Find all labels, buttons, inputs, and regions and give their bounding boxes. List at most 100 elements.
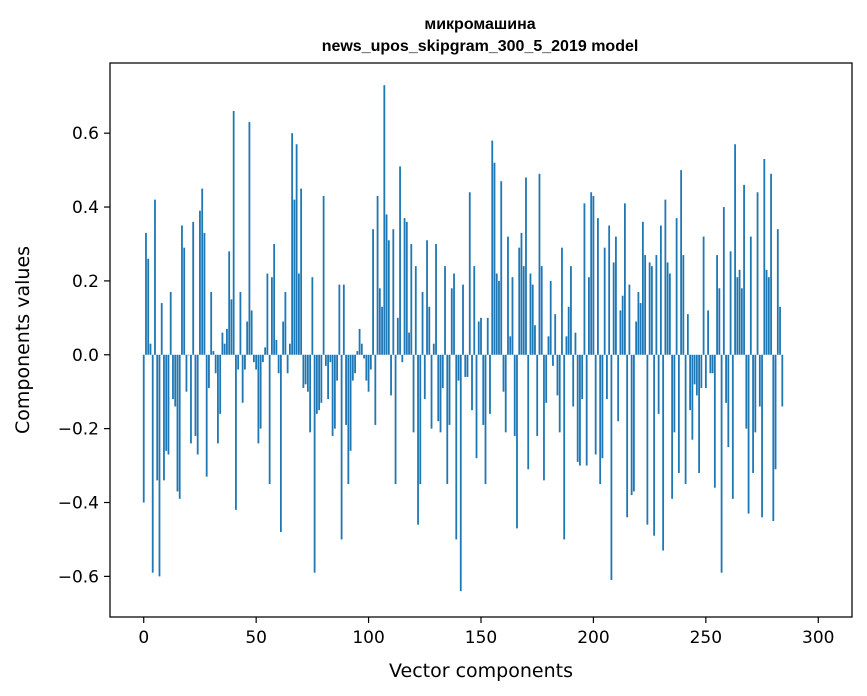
bar (702, 236, 705, 355)
bar (212, 351, 215, 355)
bar (603, 247, 606, 355)
bar (776, 229, 779, 355)
y-tick-label: 0.4 (72, 198, 99, 218)
bar (446, 354, 449, 485)
bar (165, 354, 168, 451)
bar (689, 354, 692, 411)
y-axis-label: Components values (12, 246, 34, 434)
bar (421, 291, 424, 355)
bar (464, 354, 467, 377)
bar (684, 354, 687, 485)
bar (158, 354, 161, 577)
y-tick-label: 0.6 (72, 124, 99, 144)
bar (752, 354, 754, 473)
bar (169, 291, 172, 355)
bar (241, 354, 244, 403)
bar (381, 306, 383, 355)
bar (774, 354, 777, 470)
bar (279, 354, 282, 533)
bar (277, 354, 280, 374)
bar (718, 288, 721, 355)
bar (147, 258, 150, 355)
bar (677, 354, 680, 473)
bar (430, 354, 433, 429)
bar (214, 354, 217, 374)
bar (500, 181, 503, 355)
bar (536, 354, 539, 437)
bar (178, 354, 181, 499)
bar (646, 354, 649, 525)
bar (176, 354, 179, 492)
bar (540, 266, 543, 355)
bar (693, 354, 696, 385)
plot-frame (109, 62, 853, 618)
bar (486, 317, 489, 355)
bar (588, 277, 590, 355)
bar (491, 140, 494, 355)
bar (531, 284, 534, 355)
bar (767, 277, 770, 355)
bar (610, 354, 613, 581)
bar (347, 354, 350, 485)
bar (401, 354, 404, 363)
bar (239, 291, 242, 355)
bar (223, 343, 226, 355)
bar (217, 354, 219, 444)
y-tick-label: −0.4 (58, 494, 99, 514)
bar (333, 354, 336, 429)
bar (644, 255, 647, 355)
bar (183, 247, 186, 355)
bar (511, 277, 514, 355)
bar (480, 317, 482, 355)
bar (522, 266, 525, 355)
bar (187, 354, 190, 356)
bar (675, 218, 678, 355)
bar (624, 203, 626, 355)
bar (695, 354, 698, 396)
bar (286, 354, 289, 374)
bar (383, 85, 386, 355)
bar (680, 170, 683, 355)
bar (387, 240, 390, 355)
bar (563, 354, 566, 540)
x-axis-ticks: 0 50 100 150 200 250 300 (138, 617, 834, 648)
bar (617, 354, 620, 422)
bar (671, 354, 674, 499)
bar (538, 173, 541, 355)
bar (257, 354, 260, 444)
bar (567, 306, 570, 355)
bar (374, 354, 377, 425)
bar (315, 354, 318, 414)
bar (507, 236, 509, 355)
bar (736, 277, 739, 355)
bar (462, 284, 464, 355)
bar (738, 269, 741, 355)
bar (338, 284, 341, 355)
bar (637, 291, 640, 355)
bar (758, 354, 761, 407)
bar (363, 354, 365, 359)
bar (295, 144, 298, 355)
bar (468, 192, 471, 355)
bar (779, 306, 781, 355)
bar (725, 354, 727, 403)
bar (203, 232, 206, 355)
bar (599, 354, 602, 485)
bar (621, 295, 624, 355)
bar (221, 332, 224, 355)
bar (349, 354, 352, 451)
bar (419, 354, 422, 485)
bar (228, 251, 231, 355)
y-tick-label: 0.0 (72, 346, 99, 366)
bar (765, 269, 768, 355)
bar (633, 354, 635, 492)
y-tick-label: 0.2 (72, 272, 99, 292)
bar (342, 284, 345, 355)
bar (372, 229, 374, 355)
bar (691, 354, 694, 440)
x-axis-label: Vector components (389, 660, 573, 682)
bar (489, 354, 491, 414)
bar (552, 354, 554, 366)
bar (145, 232, 147, 355)
bar (477, 321, 480, 355)
